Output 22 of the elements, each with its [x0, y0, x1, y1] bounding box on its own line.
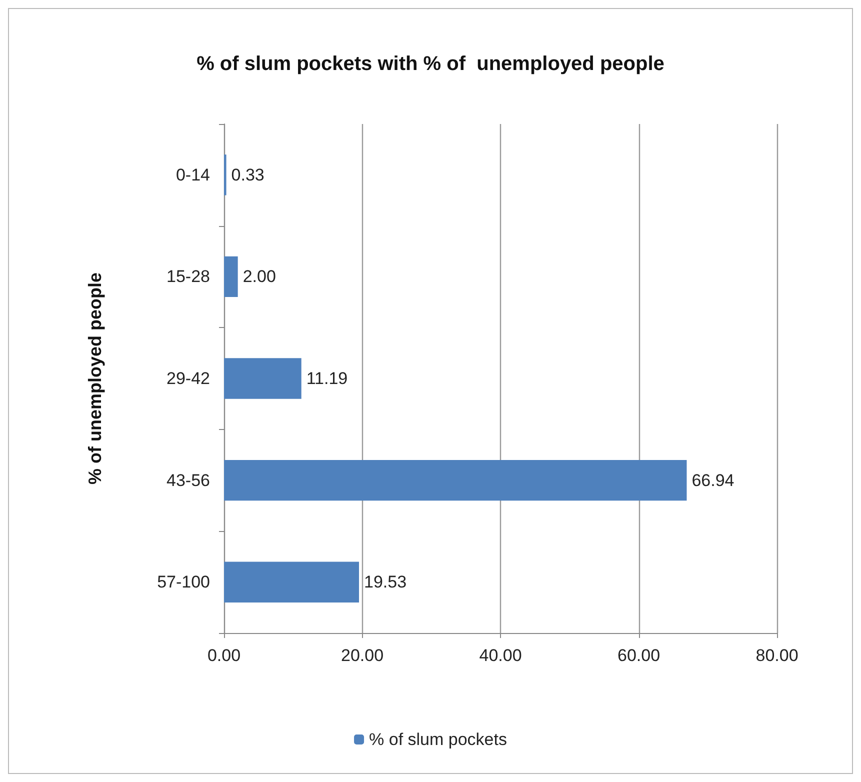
data-label: 0.33	[231, 165, 264, 184]
x-tick-label: 40.00	[479, 646, 522, 665]
legend-label: % of slum pockets	[369, 730, 507, 749]
bar	[224, 358, 302, 399]
y-tick-label: 43-56	[166, 470, 210, 490]
bar	[224, 562, 359, 602]
data-label: 2.00	[242, 267, 276, 286]
x-tick-label: 20.00	[340, 646, 384, 665]
data-label: 66.94	[692, 470, 734, 490]
y-axis-title: % of unemployed people	[85, 272, 105, 485]
y-tick-label: 57-100	[157, 572, 210, 592]
chart-title: % of slum pockets with % of unemployed people	[196, 53, 664, 75]
x-tick-label: 0.00	[207, 646, 241, 665]
y-tick-label: 15-28	[166, 267, 210, 286]
bar	[224, 460, 687, 501]
bar	[224, 256, 238, 298]
data-label: 11.19	[306, 369, 348, 388]
x-tick-label: 60.00	[617, 646, 660, 665]
y-tick-label: 0-14	[176, 165, 210, 184]
data-label: 19.53	[364, 572, 407, 592]
x-tick-label: 80.00	[756, 646, 798, 665]
y-tick-label: 29-42	[166, 369, 210, 388]
